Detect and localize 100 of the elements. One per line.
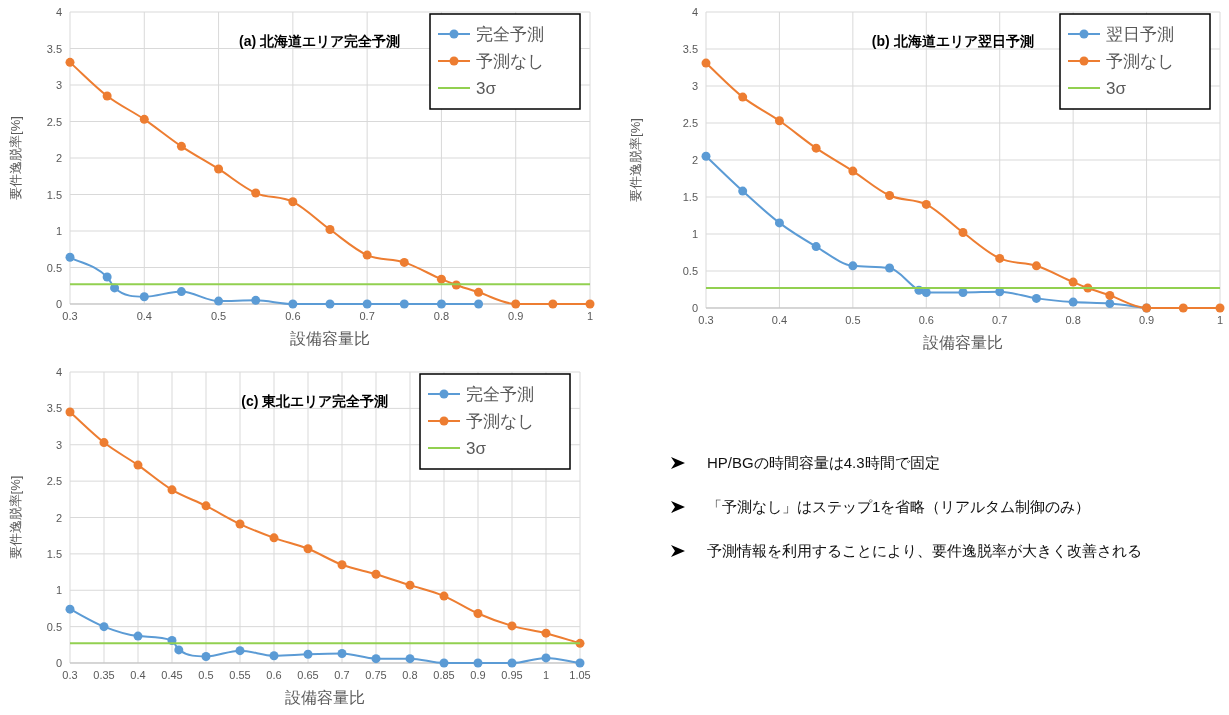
point bbox=[251, 188, 261, 198]
x-tick-label: 0.65 bbox=[297, 669, 319, 681]
y-tick-label: 3.5 bbox=[46, 402, 62, 415]
text: (c) 東北エリア完全予測 bbox=[241, 393, 389, 409]
x-tick-label: 0.35 bbox=[93, 669, 115, 681]
point bbox=[405, 654, 415, 664]
point bbox=[701, 58, 711, 68]
point bbox=[65, 604, 75, 614]
x-tick-label: 0.4 bbox=[136, 310, 152, 322]
point bbox=[701, 151, 711, 161]
x-tick-label: 0.9 bbox=[1138, 314, 1155, 326]
point bbox=[541, 628, 551, 638]
y-tick-label: 3 bbox=[55, 438, 62, 451]
point bbox=[214, 164, 224, 174]
y-tick-label: 0 bbox=[55, 657, 62, 669]
point bbox=[436, 274, 446, 284]
x-axis-title: 設備容量比 bbox=[285, 689, 365, 706]
point bbox=[1031, 261, 1041, 271]
x-tick-label: 0.4 bbox=[771, 314, 788, 326]
point bbox=[1178, 303, 1188, 313]
x-tick-label: 0.7 bbox=[992, 314, 1008, 326]
y-tick-label: 2.5 bbox=[46, 475, 62, 488]
point bbox=[436, 299, 446, 309]
point bbox=[474, 287, 484, 297]
x-tick-label: 0.8 bbox=[402, 669, 418, 681]
y-tick-label: 1.5 bbox=[46, 188, 62, 201]
y-tick-label: 3 bbox=[55, 79, 62, 91]
point bbox=[1068, 297, 1078, 307]
point bbox=[214, 296, 224, 306]
point bbox=[473, 609, 483, 619]
point bbox=[585, 299, 595, 309]
legend-label: 完全予測 bbox=[466, 385, 534, 404]
text: 「予測なし」はステップ1を省略（リアルタム制御のみ） bbox=[707, 498, 1091, 515]
x-tick-label: 0.55 bbox=[229, 669, 251, 681]
x-tick-label: 0.3 bbox=[62, 310, 78, 322]
x-tick-label: 0.85 bbox=[433, 669, 455, 681]
x-tick-label: 0.9 bbox=[470, 669, 486, 681]
point bbox=[201, 501, 211, 511]
point bbox=[337, 649, 347, 659]
x-axis-title: 設備容量比 bbox=[290, 330, 370, 347]
y-axis-title: 要件逸脱率[%] bbox=[8, 475, 23, 560]
point bbox=[133, 631, 143, 641]
x-tick-label: 1.05 bbox=[569, 669, 591, 681]
y-tick-label: 2 bbox=[55, 511, 62, 524]
point bbox=[507, 621, 517, 631]
point bbox=[541, 653, 551, 663]
point bbox=[251, 295, 261, 305]
point bbox=[1031, 293, 1041, 303]
point bbox=[885, 263, 895, 273]
y-tick-label: 2.5 bbox=[682, 117, 698, 129]
point bbox=[99, 438, 109, 448]
x-tick-label: 0.7 bbox=[359, 310, 375, 322]
point bbox=[1215, 303, 1225, 313]
point bbox=[325, 225, 335, 235]
point bbox=[362, 299, 372, 309]
point bbox=[921, 199, 931, 209]
point bbox=[102, 91, 112, 101]
point bbox=[176, 141, 186, 151]
y-tick-label: 4 bbox=[691, 6, 698, 18]
y-tick-label: 3 bbox=[691, 80, 698, 92]
x-tick-label: 0.6 bbox=[266, 669, 282, 681]
point bbox=[811, 143, 821, 153]
x-tick-label: 0.8 bbox=[433, 310, 450, 322]
point bbox=[303, 544, 313, 554]
x-tick-label: 0.5 bbox=[198, 669, 214, 681]
point bbox=[995, 253, 1005, 263]
point bbox=[1105, 290, 1115, 300]
point bbox=[362, 250, 372, 260]
legend-label: 完全予測 bbox=[476, 25, 544, 44]
point bbox=[399, 299, 409, 309]
y-tick-label: 1 bbox=[55, 584, 62, 597]
point bbox=[885, 191, 895, 201]
point bbox=[139, 114, 149, 124]
y-tick-label: 0.5 bbox=[682, 265, 698, 277]
x-tick-label: 0.45 bbox=[161, 669, 183, 681]
point bbox=[303, 649, 313, 659]
point bbox=[399, 257, 409, 267]
y-axis-title: 要件逸脱率[%] bbox=[8, 116, 23, 200]
y-tick-label: 2 bbox=[55, 152, 62, 164]
point bbox=[958, 228, 968, 238]
point bbox=[738, 186, 748, 196]
point bbox=[269, 651, 279, 661]
y-tick-label: 1 bbox=[55, 225, 62, 237]
point bbox=[848, 261, 858, 271]
point bbox=[139, 292, 149, 302]
y-tick-label: 1.5 bbox=[682, 191, 698, 203]
legend-label: 3σ bbox=[466, 439, 487, 458]
legend-label: 予測なし bbox=[476, 52, 544, 71]
point bbox=[235, 519, 245, 529]
y-tick-label: 4 bbox=[55, 366, 62, 378]
point bbox=[405, 580, 415, 590]
x-tick-label: 0.9 bbox=[508, 310, 524, 322]
point bbox=[1105, 299, 1115, 309]
x-tick-label: 0.4 bbox=[130, 669, 146, 681]
point bbox=[99, 622, 109, 632]
x-tick-label: 0.8 bbox=[1065, 314, 1081, 326]
y-tick-label: 3.5 bbox=[682, 43, 698, 55]
x-tick-label: 1 bbox=[1216, 314, 1224, 326]
x-tick-label: 0.6 bbox=[285, 310, 301, 322]
point bbox=[288, 197, 298, 207]
